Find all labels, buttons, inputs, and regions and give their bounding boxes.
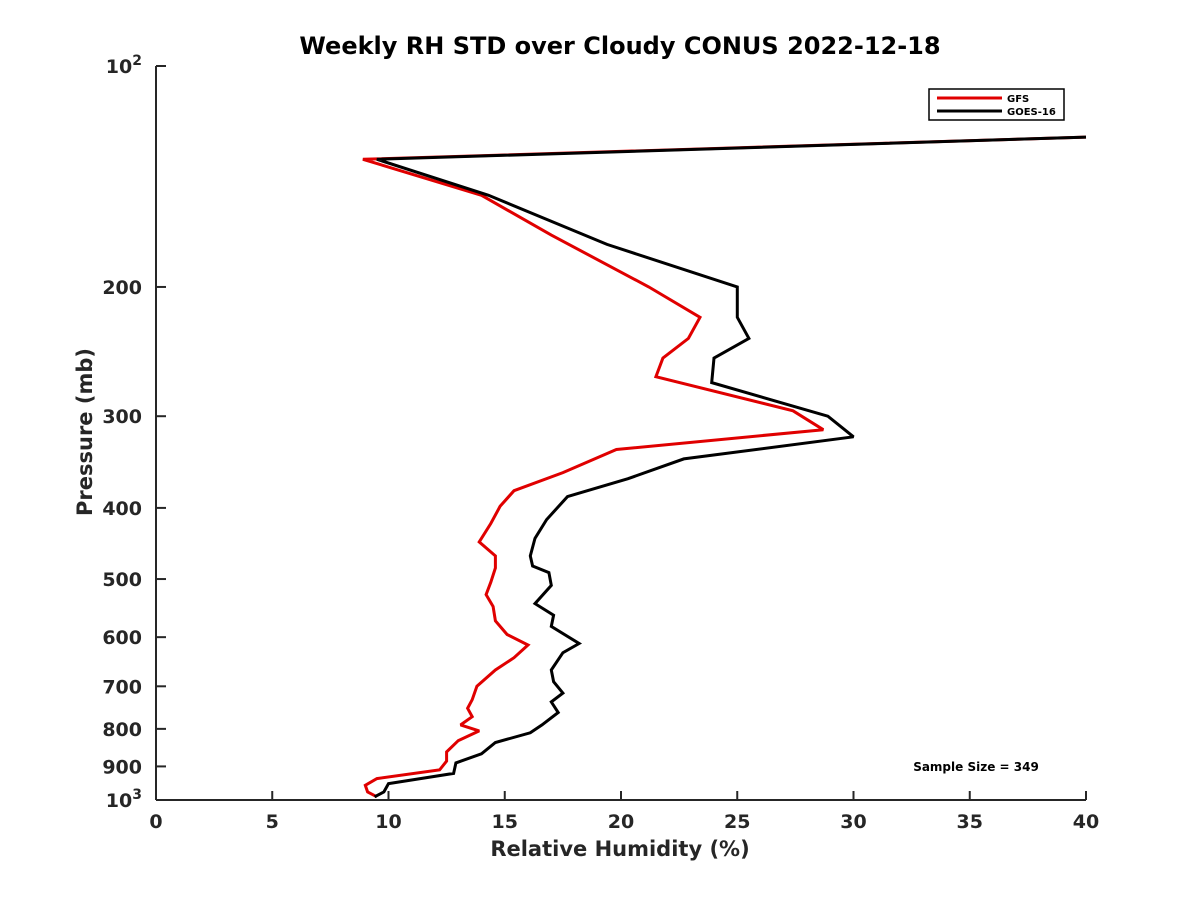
- sample-size-annotation: Sample Size = 349: [913, 760, 1039, 774]
- y-axis-label: Pressure (mb): [73, 348, 97, 516]
- y-tick-base: 10: [106, 790, 132, 812]
- data-series: [362, 135, 1087, 799]
- x-tick-label: 35: [957, 811, 983, 833]
- series-line-gfs: [362, 135, 1087, 799]
- y-tick-label: 102: [106, 53, 142, 78]
- y-tick-exponent: 3: [132, 787, 142, 803]
- y-tick-label: 200: [102, 277, 142, 299]
- y-tick-exponent: 2: [132, 53, 142, 69]
- legend-entry-label: GFS: [1007, 94, 1029, 105]
- x-tick-label: 15: [492, 811, 518, 833]
- x-tick-label: 20: [608, 811, 634, 833]
- y-tick-label: 500: [102, 569, 142, 591]
- x-tick-label: 30: [840, 811, 866, 833]
- y-tick-label: 700: [102, 676, 142, 698]
- x-tick-label: 25: [724, 811, 750, 833]
- legend-box: [928, 88, 1065, 121]
- x-axis-label: Relative Humidity (%): [490, 837, 749, 861]
- y-tick-label: 400: [102, 498, 142, 520]
- legend-entry-label: GOES-16: [1007, 107, 1056, 118]
- x-tick-label: 0: [149, 811, 162, 833]
- x-tick-label: 10: [375, 811, 401, 833]
- y-tick-label: 900: [102, 756, 142, 778]
- y-tick-label: 300: [102, 406, 142, 428]
- y-tick-label: 103: [106, 787, 142, 812]
- x-tick-label: 40: [1073, 811, 1099, 833]
- series-line-goes-16: [373, 135, 1087, 799]
- chart-title: Weekly RH STD over Cloudy CONUS 2022-12-…: [299, 32, 940, 60]
- x-tick-label: 5: [266, 811, 279, 833]
- legend: GFS GOES-16: [928, 88, 1065, 121]
- y-tick-label: 600: [102, 627, 142, 649]
- y-tick-label: 800: [102, 719, 142, 741]
- y-tick-base: 10: [106, 56, 132, 78]
- x-axis-ticks: 0 5 10 15 20 25 30 35 40: [149, 791, 1099, 833]
- axes: [155, 66, 1086, 801]
